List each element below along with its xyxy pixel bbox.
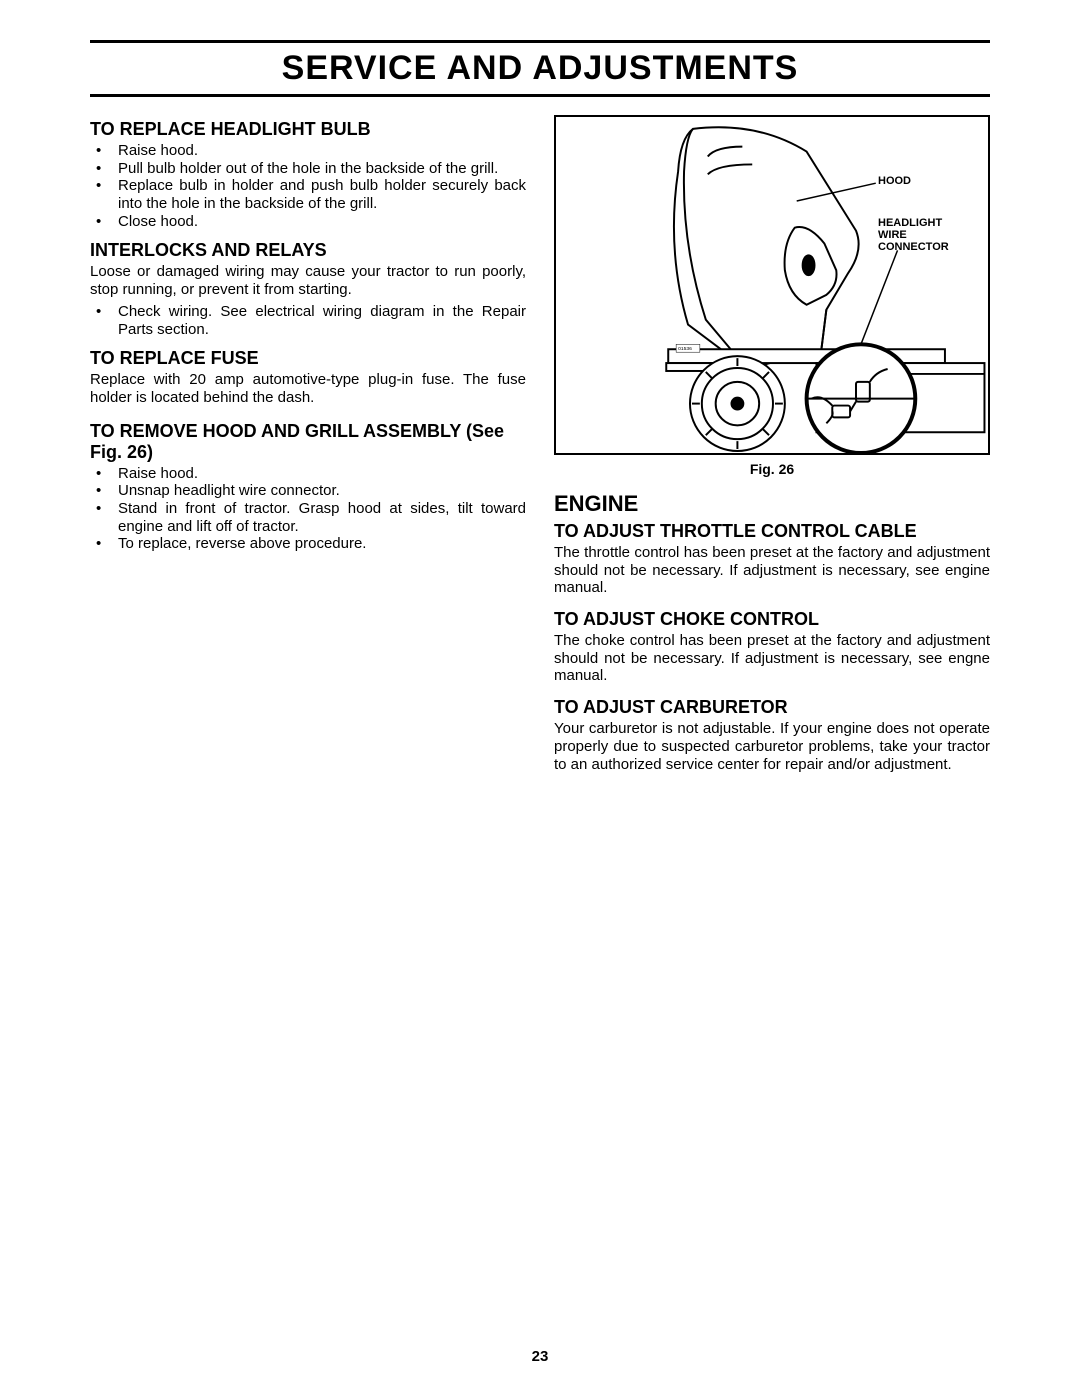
list-item: To replace, reverse above procedure. [90,535,526,553]
list-item: Close hood. [90,213,526,231]
list-item: Raise hood. [90,142,526,160]
heading-engine: ENGINE [554,491,990,517]
two-column-layout: TO REPLACE HEADLIGHT BULB Raise hood. Pu… [90,115,990,777]
body-interlocks: Loose or damaged wiring may cause your t… [90,263,526,298]
label-hood: HOOD [878,175,911,187]
heading-interlocks: INTERLOCKS AND RELAYS [90,240,526,261]
bullets-remove-hood: Raise hood. Unsnap headlight wire connec… [90,465,526,553]
body-carburetor: Your carburetor is not adjustable. If yo… [554,720,990,773]
bullets-interlocks: Check wiring. See electrical wiring diag… [90,303,526,338]
list-item: Pull bulb holder out of the hole in the … [90,160,526,178]
heading-replace-bulb: TO REPLACE HEADLIGHT BULB [90,119,526,140]
part-number-text: 01536 [678,346,692,352]
right-column: 01536 HOOD HEADLIGHT WIRE CONNECTOR Fig.… [554,115,990,777]
label-connector: HEADLIGHT WIRE CONNECTOR [878,217,949,253]
body-choke: The choke control has been preset at the… [554,632,990,685]
figure-caption: Fig. 26 [554,461,990,477]
list-item: Stand in front of tractor. Grasp hood at… [90,500,526,535]
bullets-replace-bulb: Raise hood. Pull bulb holder out of the … [90,142,526,230]
left-column: TO REPLACE HEADLIGHT BULB Raise hood. Pu… [90,115,526,777]
rule-top [90,40,990,43]
page-number: 23 [0,1348,1080,1365]
page-title: SERVICE AND ADJUSTMENTS [90,49,990,88]
list-item: Check wiring. See electrical wiring diag… [90,303,526,338]
heading-remove-hood: TO REMOVE HOOD AND GRILL ASSEMBLY (See F… [90,421,526,463]
heading-replace-fuse: TO REPLACE FUSE [90,348,526,369]
body-replace-fuse: Replace with 20 amp automotive-type plug… [90,371,526,406]
heading-throttle: TO ADJUST THROTTLE CONTROL CABLE [554,521,990,542]
hood-diagram-svg: 01536 [556,117,988,453]
list-item: Raise hood. [90,465,526,483]
list-item: Unsnap headlight wire connector. [90,482,526,500]
body-throttle: The throttle control has been preset at … [554,544,990,597]
rule-bottom [90,94,990,97]
heading-choke: TO ADJUST CHOKE CONTROL [554,609,990,630]
list-item: Replace bulb in holder and push bulb hol… [90,177,526,212]
figure-26: 01536 HOOD HEADLIGHT WIRE CONNECTOR [554,115,990,455]
heading-carburetor: TO ADJUST CARBURETOR [554,697,990,718]
